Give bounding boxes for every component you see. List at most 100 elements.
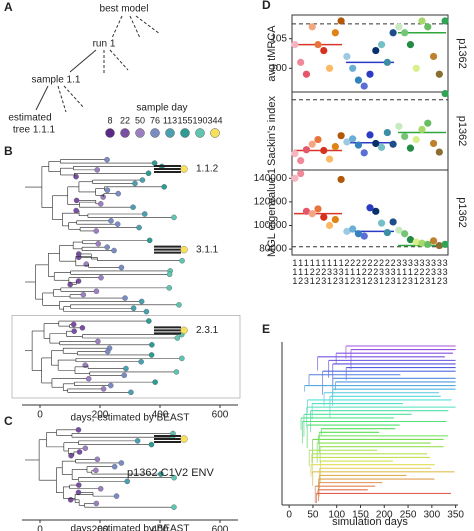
- point: [320, 146, 328, 155]
- tip: [113, 493, 120, 499]
- legend-label: 113: [163, 115, 177, 125]
- legend-label: 22: [120, 115, 130, 125]
- panel-label: B: [4, 144, 13, 158]
- tip: [180, 435, 188, 443]
- node-label: run 1: [93, 39, 116, 50]
- point: [302, 70, 311, 78]
- tree: [25, 318, 188, 396]
- tree: [25, 156, 188, 234]
- legend-swatch: [195, 128, 205, 138]
- point: [395, 122, 403, 130]
- edge: [129, 15, 141, 39]
- x-tick-label: 600: [212, 525, 229, 531]
- point: [441, 17, 449, 25]
- x-tick-label: 311: [394, 258, 404, 285]
- tip: [76, 449, 83, 455]
- tip: [104, 187, 111, 193]
- point: [314, 205, 322, 213]
- point: [360, 232, 368, 240]
- tip: [75, 278, 82, 284]
- point: [429, 139, 438, 148]
- tip: [152, 379, 158, 385]
- tip: [108, 382, 114, 389]
- tip: [95, 338, 101, 345]
- tip: [71, 328, 77, 334]
- tip: [123, 365, 129, 372]
- tree-label: p1362 C1V2 ENV: [127, 467, 214, 479]
- tip: [130, 305, 137, 311]
- tip: [134, 438, 141, 444]
- point: [291, 174, 299, 182]
- point: [429, 237, 438, 245]
- tip: [158, 471, 164, 477]
- tip: [70, 321, 77, 328]
- point: [424, 119, 432, 127]
- point: [320, 46, 328, 55]
- point: [441, 240, 449, 248]
- tip: [98, 274, 104, 281]
- tip: [176, 302, 182, 308]
- legend-swatch: [150, 128, 160, 138]
- tip: [180, 246, 188, 254]
- x-tick-label: 322: [417, 258, 427, 285]
- point: [366, 204, 374, 212]
- point: [320, 213, 328, 221]
- tip: [148, 441, 155, 448]
- point: [314, 41, 322, 49]
- point: [401, 29, 409, 37]
- point: [418, 239, 426, 247]
- tree-label: 3.1.1: [196, 244, 219, 255]
- tip: [75, 489, 82, 496]
- x-tick-label: 111: [290, 258, 300, 285]
- point: [343, 138, 351, 146]
- x-tick-label: 332: [434, 258, 444, 285]
- y-tick-label: 80000: [259, 244, 287, 255]
- point: [343, 227, 351, 235]
- point: [383, 58, 391, 66]
- x-tick-label: 50: [307, 510, 319, 521]
- x-tick-label: 321: [411, 258, 421, 285]
- tip: [180, 165, 188, 173]
- tip: [179, 257, 185, 264]
- tree-label: 2.3.1: [196, 325, 219, 336]
- x-tick-label: 331: [429, 258, 439, 285]
- side-label: p1362: [456, 38, 468, 69]
- tip: [94, 167, 100, 173]
- tip: [97, 485, 104, 492]
- point: [389, 140, 397, 148]
- x-tick-label: 250: [400, 510, 417, 521]
- point: [372, 139, 380, 148]
- x-tick-label: 112: [296, 258, 306, 285]
- x-axis-label: days, estimated by BEAST: [71, 524, 190, 531]
- point: [406, 236, 415, 244]
- node-label: sample 1.1: [32, 75, 81, 86]
- point: [406, 144, 415, 152]
- point: [354, 141, 363, 149]
- point: [441, 89, 449, 98]
- tip: [95, 241, 102, 247]
- tip: [73, 197, 80, 204]
- tip: [146, 318, 152, 324]
- point: [406, 41, 415, 49]
- point: [349, 64, 357, 72]
- x-tick-label: 131: [325, 258, 335, 285]
- tip: [121, 372, 127, 379]
- tree: [25, 427, 188, 510]
- x-tick-label: 313: [405, 258, 415, 285]
- x-tick-label: 323: [423, 258, 433, 285]
- legend-title: sample day: [136, 103, 187, 114]
- panel-label: D: [262, 0, 271, 12]
- x-tick-label: 400: [152, 525, 169, 531]
- point: [377, 219, 386, 227]
- tip: [138, 298, 145, 305]
- tip: [136, 224, 142, 231]
- point: [354, 76, 363, 84]
- tip: [80, 291, 87, 298]
- point: [343, 52, 351, 61]
- tip: [94, 456, 101, 463]
- x-tick-label: 213: [353, 258, 363, 285]
- point: [418, 125, 426, 134]
- point: [372, 46, 380, 55]
- point: [435, 70, 443, 78]
- x-axis-label: days, estimated by BEAST: [71, 413, 190, 424]
